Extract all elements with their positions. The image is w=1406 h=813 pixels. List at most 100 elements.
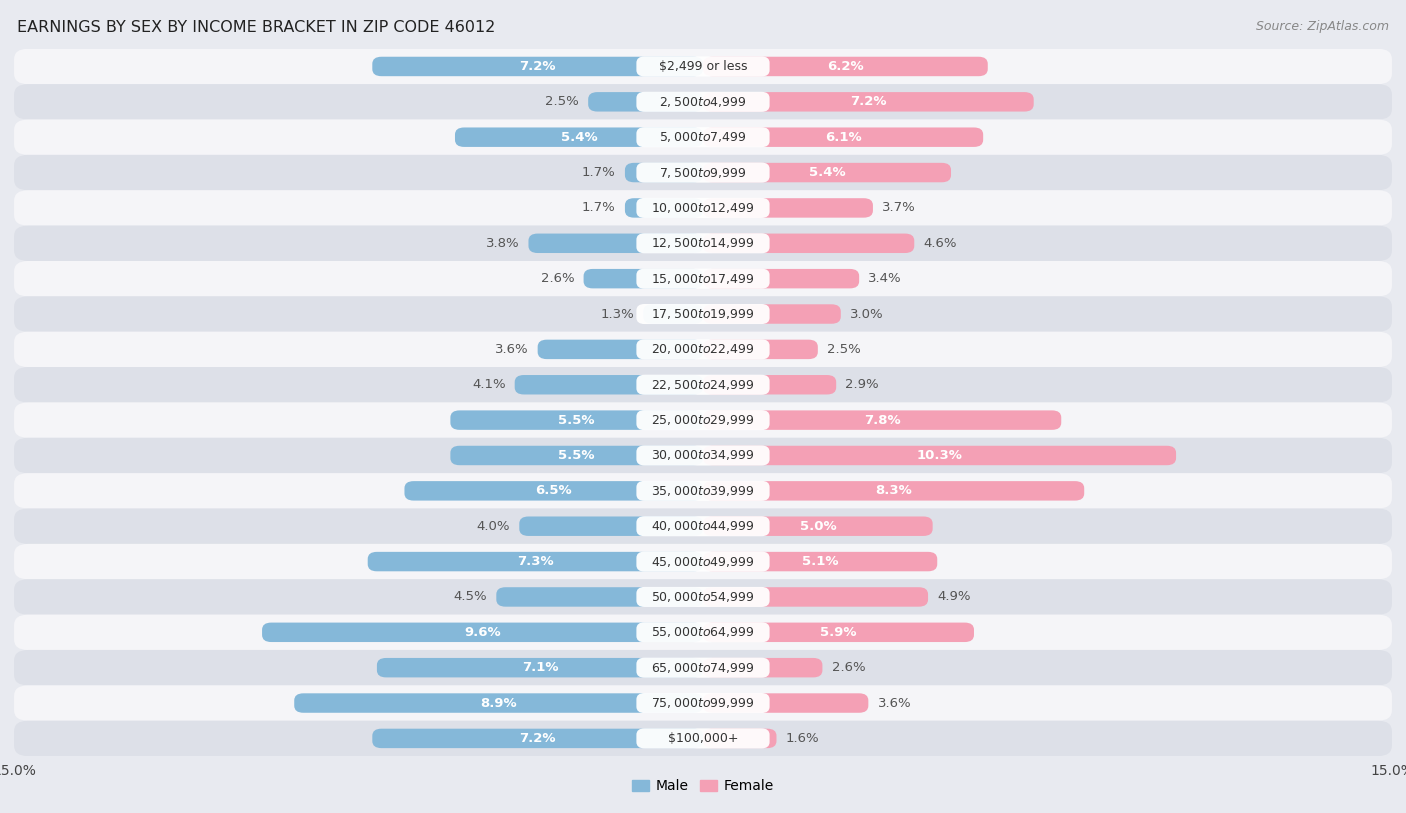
FancyBboxPatch shape [537, 340, 703, 359]
Text: 7.2%: 7.2% [519, 732, 555, 745]
Text: 2.6%: 2.6% [831, 661, 865, 674]
Text: 8.3%: 8.3% [875, 485, 912, 498]
FancyBboxPatch shape [14, 544, 1392, 579]
Text: $45,000 to $49,999: $45,000 to $49,999 [651, 554, 755, 568]
Text: 7.2%: 7.2% [519, 60, 555, 73]
FancyBboxPatch shape [519, 516, 703, 536]
FancyBboxPatch shape [637, 163, 769, 183]
FancyBboxPatch shape [515, 375, 703, 394]
FancyBboxPatch shape [529, 233, 703, 253]
FancyBboxPatch shape [703, 92, 1033, 111]
Text: 5.5%: 5.5% [558, 449, 595, 462]
Text: 7.3%: 7.3% [517, 555, 554, 568]
Text: 4.5%: 4.5% [454, 590, 486, 603]
Text: 3.6%: 3.6% [877, 697, 911, 710]
FancyBboxPatch shape [637, 658, 769, 678]
FancyBboxPatch shape [14, 509, 1392, 544]
FancyBboxPatch shape [496, 587, 703, 606]
FancyBboxPatch shape [703, 587, 928, 606]
FancyBboxPatch shape [644, 304, 703, 324]
FancyBboxPatch shape [14, 579, 1392, 615]
FancyBboxPatch shape [703, 340, 818, 359]
FancyBboxPatch shape [583, 269, 703, 289]
FancyBboxPatch shape [637, 693, 769, 713]
FancyBboxPatch shape [703, 552, 938, 572]
FancyBboxPatch shape [637, 410, 769, 430]
Text: 9.6%: 9.6% [464, 626, 501, 639]
Text: 3.8%: 3.8% [485, 237, 519, 250]
FancyBboxPatch shape [703, 128, 983, 147]
Text: EARNINGS BY SEX BY INCOME BRACKET IN ZIP CODE 46012: EARNINGS BY SEX BY INCOME BRACKET IN ZIP… [17, 20, 495, 35]
FancyBboxPatch shape [14, 367, 1392, 402]
Text: $15,000 to $17,499: $15,000 to $17,499 [651, 272, 755, 285]
Text: 6.5%: 6.5% [536, 485, 572, 498]
FancyBboxPatch shape [637, 728, 769, 749]
FancyBboxPatch shape [14, 332, 1392, 367]
Text: 6.2%: 6.2% [827, 60, 863, 73]
Legend: Male, Female: Male, Female [627, 773, 779, 798]
Text: 2.5%: 2.5% [546, 95, 579, 108]
Text: 5.5%: 5.5% [558, 414, 595, 427]
FancyBboxPatch shape [637, 127, 769, 147]
FancyBboxPatch shape [373, 57, 703, 76]
FancyBboxPatch shape [14, 402, 1392, 437]
Text: $5,000 to $7,499: $5,000 to $7,499 [659, 130, 747, 144]
Text: 2.9%: 2.9% [845, 378, 879, 391]
FancyBboxPatch shape [637, 446, 769, 466]
FancyBboxPatch shape [294, 693, 703, 713]
Text: $50,000 to $54,999: $50,000 to $54,999 [651, 590, 755, 604]
FancyBboxPatch shape [703, 693, 869, 713]
Text: $10,000 to $12,499: $10,000 to $12,499 [651, 201, 755, 215]
Text: 3.7%: 3.7% [882, 202, 915, 215]
FancyBboxPatch shape [637, 92, 769, 112]
FancyBboxPatch shape [377, 658, 703, 677]
Text: 10.3%: 10.3% [917, 449, 963, 462]
Text: 7.8%: 7.8% [863, 414, 900, 427]
Text: $22,500 to $24,999: $22,500 to $24,999 [651, 378, 755, 392]
FancyBboxPatch shape [14, 720, 1392, 756]
FancyBboxPatch shape [14, 615, 1392, 650]
FancyBboxPatch shape [703, 198, 873, 218]
FancyBboxPatch shape [14, 49, 1392, 85]
Text: $2,499 or less: $2,499 or less [659, 60, 747, 73]
Text: $20,000 to $22,499: $20,000 to $22,499 [651, 342, 755, 356]
FancyBboxPatch shape [456, 128, 703, 147]
FancyBboxPatch shape [637, 268, 769, 289]
FancyBboxPatch shape [588, 92, 703, 111]
Text: $2,500 to $4,999: $2,500 to $4,999 [659, 95, 747, 109]
Text: 5.1%: 5.1% [801, 555, 838, 568]
FancyBboxPatch shape [14, 155, 1392, 190]
FancyBboxPatch shape [637, 480, 769, 501]
FancyBboxPatch shape [262, 623, 703, 642]
Text: 2.5%: 2.5% [827, 343, 860, 356]
Text: 3.4%: 3.4% [869, 272, 903, 285]
FancyBboxPatch shape [637, 339, 769, 359]
FancyBboxPatch shape [368, 552, 703, 572]
Text: 1.7%: 1.7% [582, 202, 616, 215]
Text: 1.3%: 1.3% [600, 307, 634, 320]
Text: $25,000 to $29,999: $25,000 to $29,999 [651, 413, 755, 427]
Text: $17,500 to $19,999: $17,500 to $19,999 [651, 307, 755, 321]
FancyBboxPatch shape [14, 473, 1392, 509]
FancyBboxPatch shape [703, 163, 950, 182]
FancyBboxPatch shape [14, 297, 1392, 332]
Text: $12,500 to $14,999: $12,500 to $14,999 [651, 237, 755, 250]
FancyBboxPatch shape [703, 623, 974, 642]
Text: $40,000 to $44,999: $40,000 to $44,999 [651, 520, 755, 533]
Text: Source: ZipAtlas.com: Source: ZipAtlas.com [1256, 20, 1389, 33]
Text: $65,000 to $74,999: $65,000 to $74,999 [651, 661, 755, 675]
Text: 5.4%: 5.4% [808, 166, 845, 179]
Text: 7.2%: 7.2% [851, 95, 887, 108]
FancyBboxPatch shape [637, 622, 769, 642]
FancyBboxPatch shape [703, 57, 988, 76]
Text: $75,000 to $99,999: $75,000 to $99,999 [651, 696, 755, 710]
FancyBboxPatch shape [637, 56, 769, 76]
Text: 4.1%: 4.1% [472, 378, 506, 391]
FancyBboxPatch shape [14, 261, 1392, 297]
FancyBboxPatch shape [14, 437, 1392, 473]
Text: $55,000 to $64,999: $55,000 to $64,999 [651, 625, 755, 639]
Text: 8.9%: 8.9% [481, 697, 517, 710]
Text: $100,000+: $100,000+ [668, 732, 738, 745]
FancyBboxPatch shape [637, 198, 769, 218]
FancyBboxPatch shape [703, 446, 1175, 465]
